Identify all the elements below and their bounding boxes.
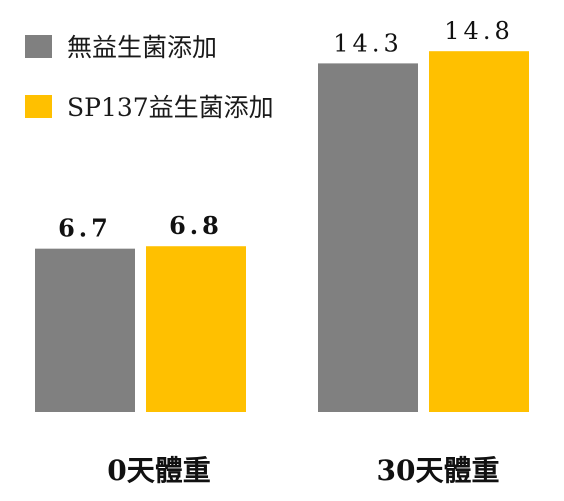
legend: 無益生菌添加 SP137益生菌添加 bbox=[25, 33, 274, 122]
bar-series-1-category-1 bbox=[35, 248, 135, 412]
legend-swatch-series-1 bbox=[25, 35, 52, 58]
data-label-series-1-category-2: 14.3 bbox=[333, 29, 402, 57]
bar-series-2-category-1 bbox=[146, 246, 246, 412]
plot-area: 6.7 6.8 14.3 14.8 bbox=[35, 17, 529, 413]
legend-item-series-1: 無益生菌添加 bbox=[25, 33, 217, 62]
bar-series-1-category-2 bbox=[318, 63, 418, 413]
bar-series-2-category-2 bbox=[429, 51, 529, 413]
category-axis: 0天體重 30天體重 bbox=[107, 454, 499, 487]
legend-label-series-1: 無益生菌添加 bbox=[67, 33, 217, 62]
data-label-series-2-category-1: 6.8 bbox=[169, 211, 223, 240]
legend-swatch-series-2 bbox=[25, 95, 52, 118]
category-label-1: 0天體重 bbox=[107, 454, 210, 487]
data-label-series-1-category-1: 6.7 bbox=[58, 214, 112, 243]
legend-label-series-2: SP137益生菌添加 bbox=[67, 93, 274, 122]
legend-item-series-2: SP137益生菌添加 bbox=[25, 93, 274, 122]
category-label-2: 30天體重 bbox=[377, 454, 500, 487]
data-label-series-2-category-2: 14.8 bbox=[444, 17, 513, 45]
